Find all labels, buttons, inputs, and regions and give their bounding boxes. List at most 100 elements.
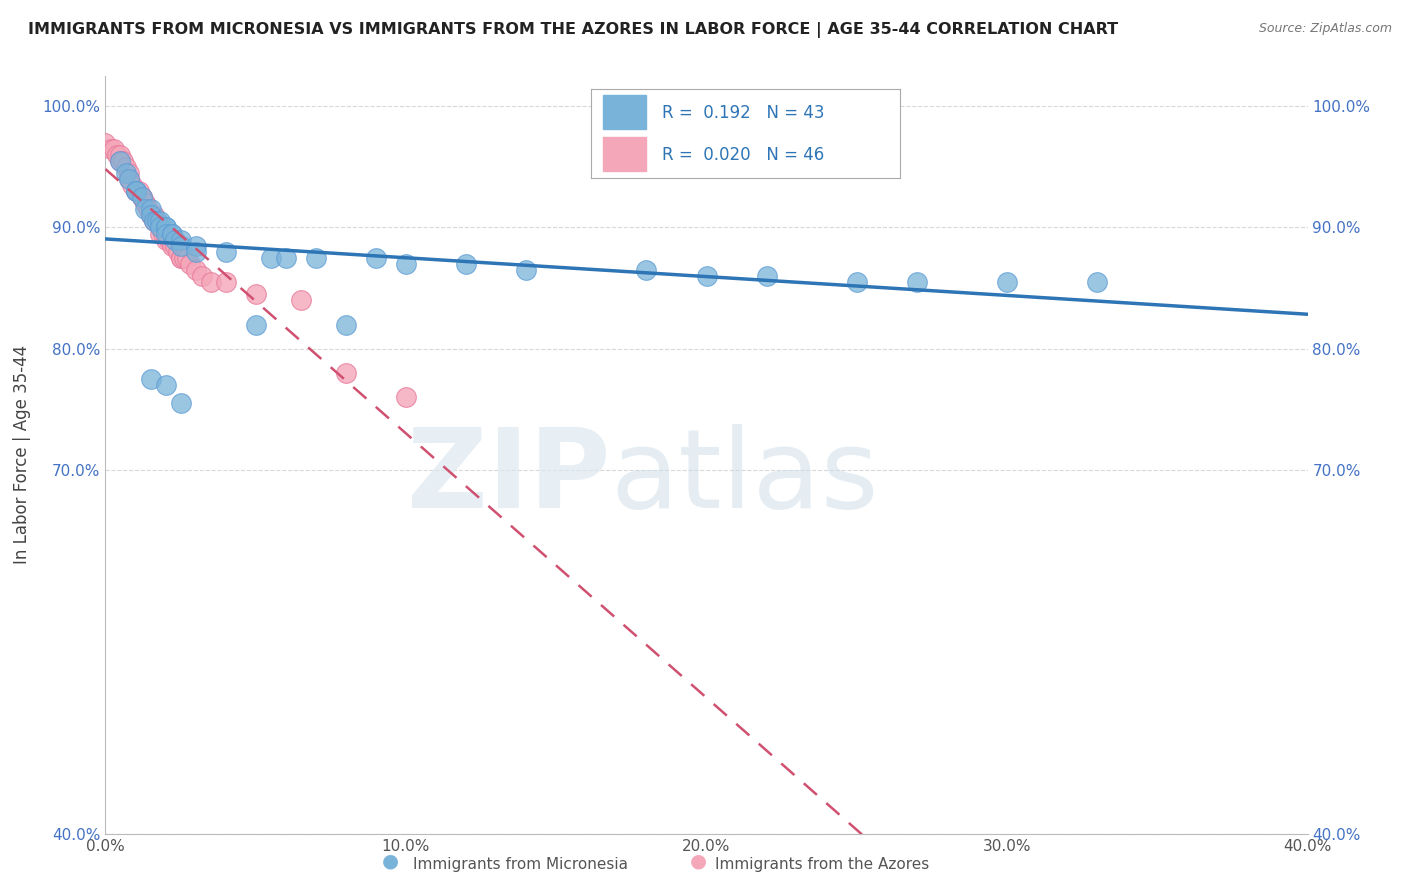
Point xyxy=(200,275,222,289)
Point xyxy=(145,214,167,228)
Point xyxy=(118,172,141,186)
Point xyxy=(121,178,143,192)
Point xyxy=(155,220,177,235)
Point xyxy=(128,184,150,198)
Point xyxy=(103,142,125,156)
Point xyxy=(305,251,328,265)
Point xyxy=(636,263,658,277)
Point xyxy=(112,153,135,168)
Point xyxy=(1085,275,1108,289)
Point xyxy=(160,227,183,241)
Text: ZIP: ZIP xyxy=(406,425,610,531)
Point xyxy=(131,190,153,204)
Point xyxy=(179,257,201,271)
Point xyxy=(184,238,207,252)
Point xyxy=(124,184,146,198)
Point xyxy=(107,147,129,161)
Point xyxy=(136,202,159,217)
Point xyxy=(245,318,267,332)
Point xyxy=(139,208,162,222)
Point xyxy=(139,372,162,386)
Point xyxy=(845,275,868,289)
Point xyxy=(157,233,180,247)
Text: R =  0.192   N = 43: R = 0.192 N = 43 xyxy=(662,104,824,122)
Text: ●: ● xyxy=(382,852,399,871)
Bar xyxy=(603,95,647,129)
Point xyxy=(100,142,122,156)
Point xyxy=(139,208,162,222)
Point xyxy=(148,220,170,235)
Point xyxy=(173,251,195,265)
Point xyxy=(160,227,183,241)
Y-axis label: In Labor Force | Age 35-44: In Labor Force | Age 35-44 xyxy=(14,345,31,565)
Point xyxy=(115,160,138,174)
Point xyxy=(184,244,207,259)
Text: R =  0.020   N = 46: R = 0.020 N = 46 xyxy=(662,146,824,164)
Text: Immigrants from the Azores: Immigrants from the Azores xyxy=(716,857,929,872)
Point xyxy=(118,172,141,186)
Point xyxy=(124,184,146,198)
Point xyxy=(169,238,191,252)
Point xyxy=(245,287,267,301)
Point xyxy=(995,275,1018,289)
Point xyxy=(176,251,198,265)
Point xyxy=(395,390,418,404)
Point xyxy=(335,318,357,332)
Point xyxy=(169,251,191,265)
Point xyxy=(131,190,153,204)
Point xyxy=(155,227,177,241)
Point xyxy=(142,214,165,228)
Point xyxy=(160,238,183,252)
Point xyxy=(166,244,188,259)
Point xyxy=(395,257,418,271)
Point xyxy=(155,220,177,235)
Bar xyxy=(603,137,647,171)
Point xyxy=(214,244,236,259)
Point xyxy=(139,208,162,222)
Point xyxy=(260,251,283,265)
Point xyxy=(335,366,357,380)
Point xyxy=(152,227,174,241)
Point xyxy=(755,268,778,283)
Point xyxy=(124,184,146,198)
Point xyxy=(110,147,132,161)
Point xyxy=(155,378,177,392)
Point xyxy=(163,238,186,252)
Point xyxy=(131,190,153,204)
Text: Source: ZipAtlas.com: Source: ZipAtlas.com xyxy=(1258,22,1392,36)
Point xyxy=(290,293,312,308)
Point xyxy=(110,153,132,168)
Point xyxy=(155,233,177,247)
Point xyxy=(169,233,191,247)
Point xyxy=(184,263,207,277)
Point xyxy=(94,136,117,150)
Point xyxy=(145,214,167,228)
Point xyxy=(148,220,170,235)
Point xyxy=(696,268,718,283)
Point xyxy=(148,214,170,228)
Point xyxy=(214,275,236,289)
Point xyxy=(118,166,141,180)
Point xyxy=(134,196,156,211)
Point xyxy=(905,275,928,289)
Text: IMMIGRANTS FROM MICRONESIA VS IMMIGRANTS FROM THE AZORES IN LABOR FORCE | AGE 35: IMMIGRANTS FROM MICRONESIA VS IMMIGRANTS… xyxy=(28,22,1118,38)
Point xyxy=(142,214,165,228)
Text: atlas: atlas xyxy=(610,425,879,531)
Point xyxy=(124,184,146,198)
Point xyxy=(115,166,138,180)
Point xyxy=(274,251,297,265)
Point xyxy=(190,268,212,283)
Point xyxy=(134,202,156,217)
Text: Immigrants from Micronesia: Immigrants from Micronesia xyxy=(413,857,627,872)
Point xyxy=(364,251,387,265)
Point xyxy=(148,227,170,241)
Point xyxy=(515,263,537,277)
Text: ●: ● xyxy=(690,852,707,871)
Point xyxy=(169,251,191,265)
Point xyxy=(139,202,162,217)
Point xyxy=(456,257,478,271)
Point xyxy=(169,396,191,410)
Point xyxy=(134,196,156,211)
Point xyxy=(110,153,132,168)
Point xyxy=(163,233,186,247)
